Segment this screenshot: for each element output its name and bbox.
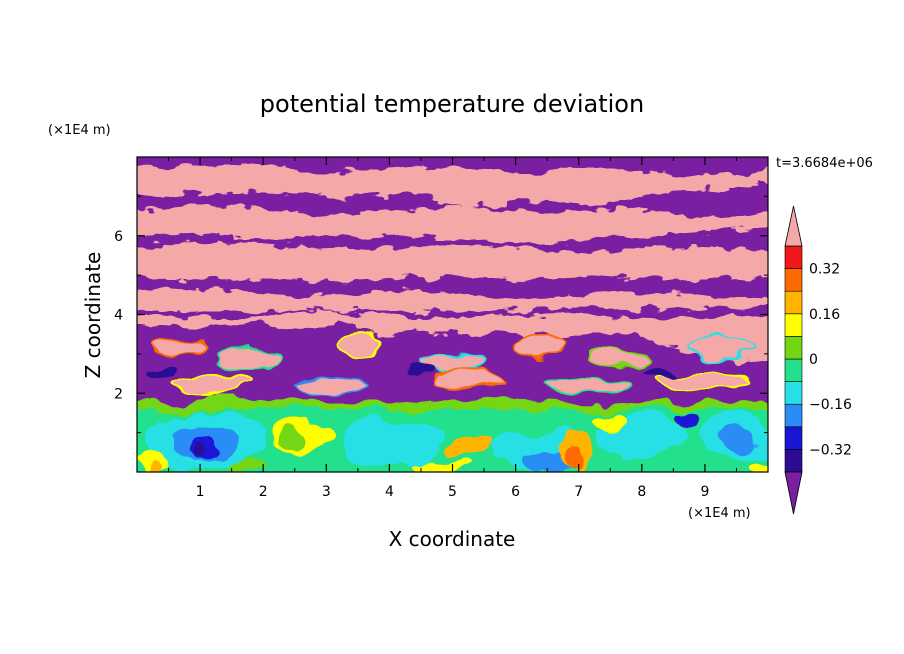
colorbar-band — [784, 290, 803, 315]
upper-layer-pink-bands — [137, 164, 768, 364]
colorbar-band — [784, 313, 803, 337]
colorbar-band — [784, 403, 803, 428]
y-unit-label: (×1E4 m) — [48, 123, 111, 138]
x-tick-label: 1 — [196, 484, 205, 500]
y-tick-label: 4 — [114, 308, 123, 324]
x-tick-label: 3 — [322, 484, 331, 500]
x-axis: 1 2 3 4 5 6 7 8 9 — [168, 157, 737, 500]
colorbar-band — [784, 381, 803, 405]
x-tick-label: 4 — [385, 484, 394, 500]
x-tick-label: 9 — [700, 484, 709, 500]
chart-title: potential temperature deviation — [260, 90, 644, 118]
y-axis-label: Z coordinate — [81, 252, 105, 379]
y-tick-label: 2 — [114, 386, 123, 402]
colorbar-label: 0.32 — [809, 262, 840, 278]
mixed-layer — [137, 398, 768, 472]
x-tick-label: 5 — [448, 484, 457, 500]
cellular-layer — [142, 332, 757, 395]
colorbar-band — [784, 245, 803, 269]
colorbar-band — [784, 268, 803, 292]
colorbar-band — [784, 426, 803, 450]
x-axis-label: X coordinate — [389, 527, 516, 551]
colorbar-label: −0.32 — [809, 442, 852, 458]
y-tick-label: 6 — [114, 229, 123, 245]
y-axis: 2 4 6 — [114, 195, 768, 434]
x-tick-label: 7 — [574, 484, 583, 500]
x-unit-label: (×1E4 m) — [688, 506, 751, 521]
heatmap-field — [137, 157, 768, 472]
colorbar-label: −0.16 — [809, 397, 852, 413]
colorbar-band — [784, 336, 803, 360]
colorbar-band — [784, 358, 803, 382]
x-tick-label: 2 — [259, 484, 268, 500]
colorbar-label: 0 — [809, 352, 818, 368]
colorbar-label: 0.16 — [809, 307, 840, 323]
colorbar-over-arrow — [784, 205, 803, 247]
x-tick-label: 8 — [637, 484, 646, 500]
x-tick-label: 6 — [511, 484, 520, 500]
colorbar-under-arrow — [784, 471, 803, 515]
colorbar-band — [784, 449, 803, 473]
time-label: t=3.6684e+06 — [776, 156, 873, 171]
colorbar: 0.32 0.16 0 −0.16 −0.32 — [784, 205, 852, 515]
